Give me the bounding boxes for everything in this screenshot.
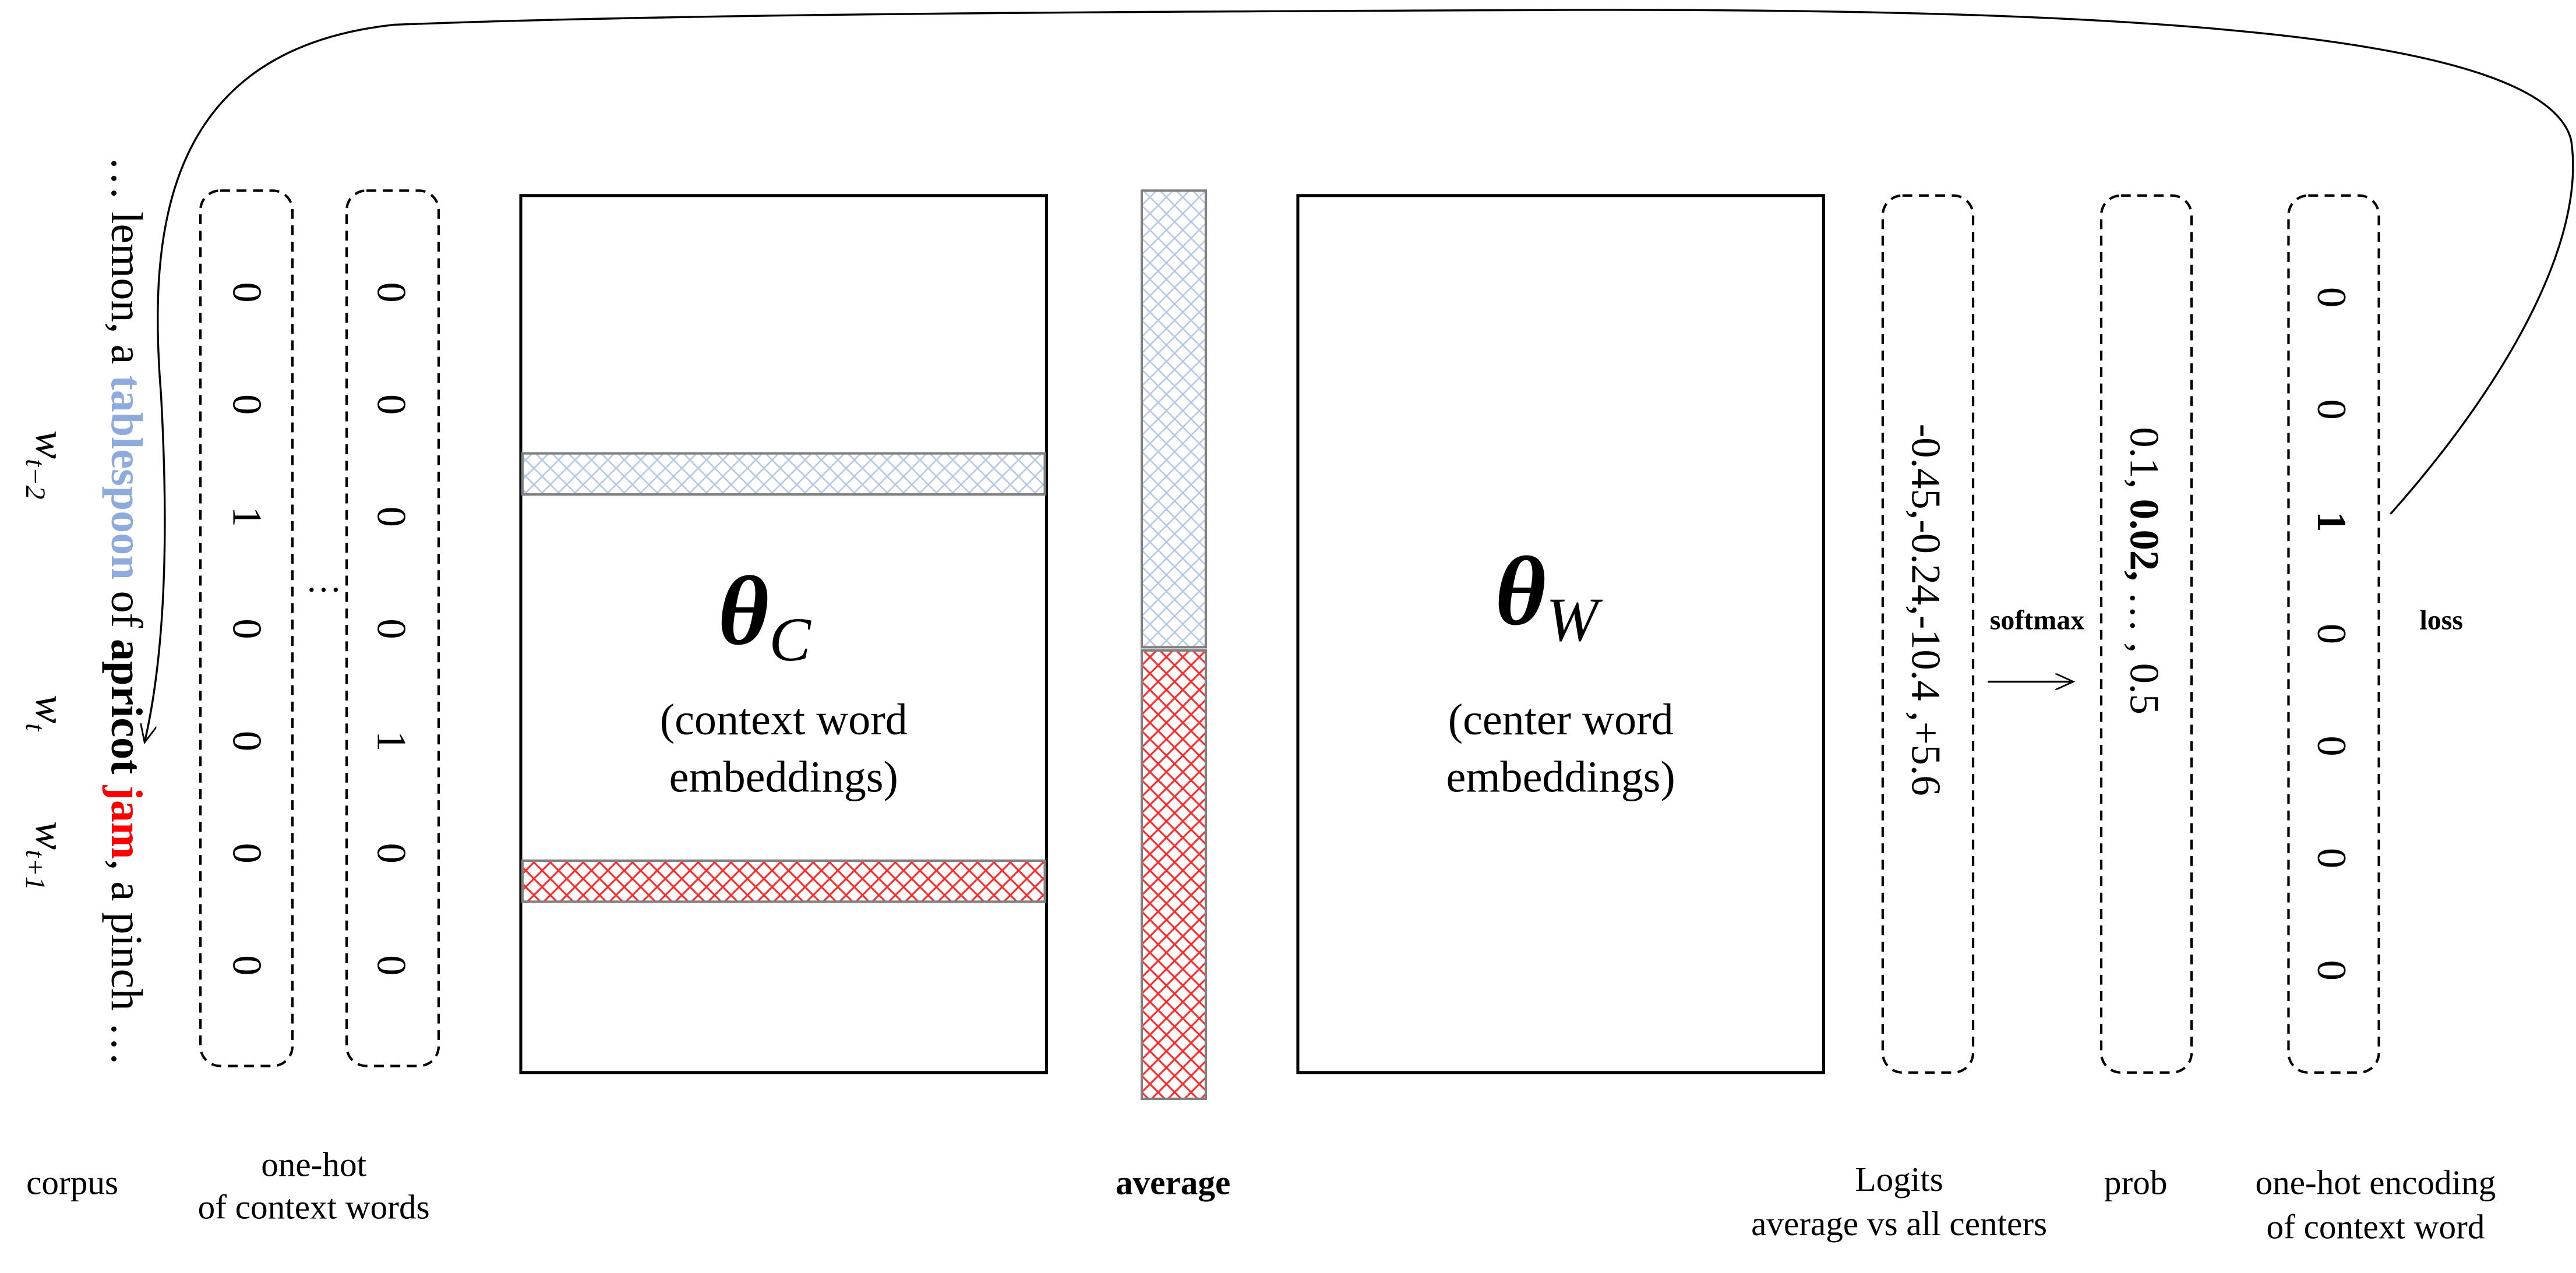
theta-c-matrix: [519, 194, 1048, 1074]
theta-c-context-row-blue: [521, 452, 1046, 496]
theta-w-caption-line1: (center word: [1448, 695, 1674, 744]
theta-c-caption-line2: embeddings): [669, 753, 898, 802]
label-target-line1: one-hot encoding: [2256, 1163, 2496, 1201]
vector-entry: 0: [224, 282, 269, 303]
prob-segment: 0.1,: [2122, 427, 2167, 498]
token-w-t-minus-2: wt−2: [20, 430, 74, 500]
prob-box: [2099, 194, 2193, 1074]
theta-c-caption-line1: (context word: [660, 695, 908, 744]
corpus-segment: … lemon, a: [102, 156, 151, 375]
vector-entry: 0: [369, 507, 414, 527]
prob-values: 0.1, 0.02, … , 0.5: [2122, 427, 2167, 715]
prob-segment: 0.02,: [2122, 499, 2167, 581]
vector-entry: 0: [2309, 848, 2354, 868]
vector-entry: 1: [369, 731, 414, 751]
vector-entry: 0: [369, 618, 414, 639]
label-one-hot-line2: of context words: [198, 1188, 430, 1226]
corpus-segment: [102, 775, 151, 786]
vector-entry: 0: [369, 282, 414, 303]
label-logits-line1: Logits: [1855, 1160, 1943, 1198]
theta-c-context-row-red: [521, 859, 1046, 903]
label-target-line2: of context word: [2266, 1208, 2485, 1246]
vector-entry: 1: [224, 507, 269, 527]
vector-entry: 0: [224, 394, 269, 415]
vector-entry: 0: [224, 618, 269, 639]
logits-box: [1881, 194, 1975, 1074]
target-one-hot-vector: 0 0 1 0 0 0 0: [2309, 287, 2354, 981]
token-w-t: wt: [20, 695, 74, 732]
softmax-label: softmax: [1990, 604, 2084, 635]
prob-segment: … , 0.5: [2122, 581, 2167, 715]
label-one-hot-line1: one-hot: [261, 1145, 366, 1183]
vector-entry: 0: [2309, 624, 2354, 644]
token-w-t-plus-1: wt+1: [20, 821, 74, 890]
vector-entry: 0: [224, 843, 269, 864]
vector-entry: 0: [2309, 735, 2354, 756]
vector-entry: 0: [2309, 287, 2354, 307]
vector-entry: 0: [369, 394, 414, 415]
corpus-segment: of: [102, 580, 151, 639]
one-hot-vector-2: 0 0 0 0 1 0 0: [369, 282, 414, 976]
vector-entry: 0: [224, 731, 269, 751]
one-hot-vector-1: 0 0 1 0 0 0 0: [224, 282, 269, 976]
vector-entry: 1: [2309, 511, 2354, 532]
corpus-segment: tablespoon: [102, 375, 151, 579]
theta-c-symbol: θC: [718, 556, 811, 674]
corpus-segment: apricot: [102, 639, 151, 775]
label-corpus: corpus: [26, 1163, 118, 1201]
vector-entry: 0: [2309, 399, 2354, 420]
target-one-hot-box: [2287, 194, 2380, 1074]
average-vector-red-half: [1140, 649, 1208, 1100]
vector-entry: 0: [224, 955, 269, 975]
logits-values: -0.45,-0.24,-10.4 ,+5.6: [1903, 424, 1949, 796]
loss-label: loss: [2419, 604, 2463, 635]
theta-w-matrix: [1296, 194, 1825, 1074]
one-hot-vector-1-box: [199, 189, 294, 1067]
one-hot-vector-2-box: [345, 189, 440, 1067]
one-hot-ellipsis: …: [306, 560, 342, 599]
vector-entry: 0: [2309, 960, 2354, 981]
vector-entry: 0: [369, 955, 414, 975]
label-logits-line2: average vs all centers: [1751, 1204, 2047, 1243]
average-vector-blue-half: [1140, 189, 1208, 649]
corpus-sentence: … lemon, a tablespoon of apricot jam, a …: [102, 156, 151, 1066]
theta-w-caption-line2: embeddings): [1446, 753, 1675, 802]
vector-entry: 0: [369, 843, 414, 864]
loss-feedback-curve: [144, 9, 2574, 742]
label-prob: prob: [2104, 1163, 2168, 1201]
label-average: average: [1116, 1163, 1230, 1201]
corpus-segment: jam: [102, 785, 151, 860]
theta-w-symbol: θW: [1495, 536, 1603, 655]
corpus-segment: , a pinch …: [102, 859, 151, 1066]
